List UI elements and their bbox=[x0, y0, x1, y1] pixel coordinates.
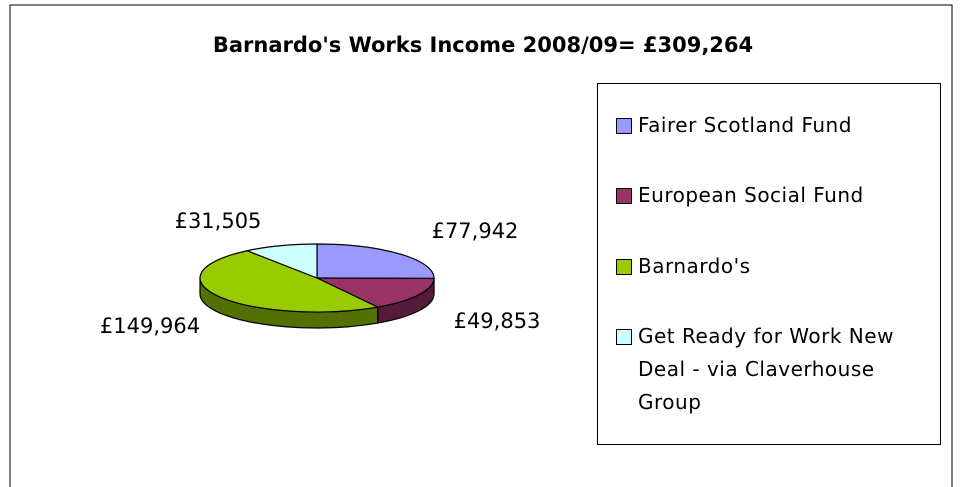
data-label: £49,853 bbox=[454, 309, 541, 333]
legend-label: Barnardo's bbox=[638, 253, 751, 278]
pie-slice bbox=[199, 250, 380, 313]
data-label: £77,942 bbox=[432, 219, 519, 243]
legend-label: European Social Fund bbox=[638, 183, 864, 208]
pie-slice bbox=[316, 277, 435, 308]
legend: Fairer Scotland Fund European Social Fund… bbox=[597, 83, 941, 445]
legend-item: Get Ready for Work New Deal - via Claver… bbox=[598, 320, 940, 419]
legend-swatch bbox=[616, 258, 632, 275]
chart-frame bbox=[9, 4, 953, 487]
legend-item: European Social Fund bbox=[598, 179, 940, 212]
legend-label: Fairer Scotland Fund bbox=[638, 112, 852, 137]
legend-item: Fairer Scotland Fund bbox=[598, 109, 940, 142]
pie-slice bbox=[245, 243, 318, 279]
legend-label: Get Ready for Work New Deal - via Claver… bbox=[638, 324, 894, 415]
data-label: £31,505 bbox=[175, 209, 262, 233]
legend-item: Barnardo's bbox=[598, 250, 940, 283]
legend-swatch bbox=[616, 329, 632, 346]
legend-swatch bbox=[616, 117, 632, 134]
chart-title: Barnardo's Works Income 2008/09= £309,26… bbox=[213, 33, 753, 57]
data-label: £149,964 bbox=[100, 314, 200, 338]
legend-swatch bbox=[616, 188, 632, 205]
pie-slice bbox=[316, 243, 435, 280]
